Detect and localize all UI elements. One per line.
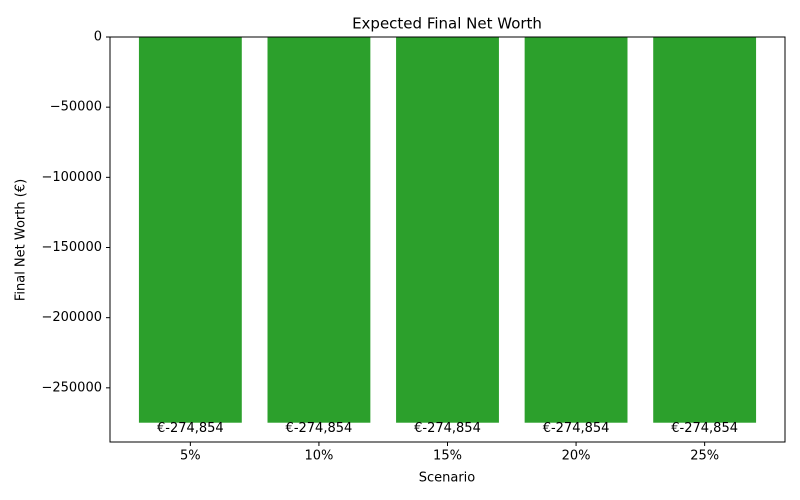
y-axis-label: Final Net Worth (€) <box>14 179 29 301</box>
y-tick-label: −150000 <box>41 240 102 255</box>
y-tick-label: −50000 <box>50 100 102 115</box>
y-tick-label: −100000 <box>41 170 102 185</box>
bar <box>267 37 371 423</box>
value-label: €-274,854 <box>157 421 224 436</box>
bar <box>396 37 499 423</box>
x-tick-label: 5% <box>180 449 201 464</box>
x-tick-label: 20% <box>562 449 591 464</box>
bar <box>653 37 757 423</box>
value-label: €-274,854 <box>286 421 353 436</box>
x-tick-label: 25% <box>690 449 719 464</box>
y-tick-label: −200000 <box>41 310 102 325</box>
plot-frame <box>109 36 786 443</box>
bar <box>138 37 242 423</box>
chart-title: Expected Final Net Worth <box>352 15 542 33</box>
y-tick-label: −250000 <box>41 380 102 395</box>
x-tick-label: 15% <box>433 449 462 464</box>
value-label: €-274,854 <box>671 421 738 436</box>
x-axis-label: Scenario <box>419 471 476 486</box>
x-tick-label: 10% <box>304 449 333 464</box>
y-tick-label: 0 <box>94 30 102 45</box>
value-label: €-274,854 <box>414 421 481 436</box>
bar <box>524 37 628 423</box>
value-label: €-274,854 <box>543 421 610 436</box>
